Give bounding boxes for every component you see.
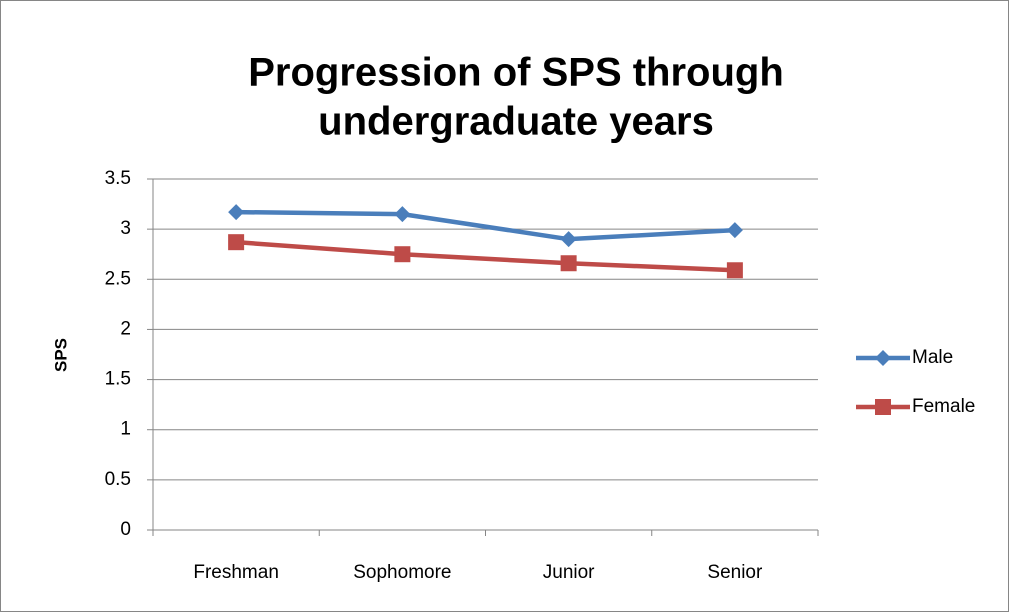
y-tick-label: 1 <box>120 419 131 440</box>
chart-title: Progression of SPS through <box>248 51 784 95</box>
x-tick-label: Junior <box>543 562 595 583</box>
data-point <box>560 255 577 272</box>
y-tick-label: 2.5 <box>105 268 131 289</box>
data-point <box>228 234 245 251</box>
x-tick-label: Freshman <box>193 562 279 583</box>
legend-label: Female <box>912 396 975 417</box>
data-point <box>726 222 743 239</box>
y-tick-label: 0 <box>120 519 131 540</box>
data-point <box>726 262 743 279</box>
y-tick-label: 0.5 <box>105 469 131 490</box>
legend-label: Male <box>912 347 953 368</box>
y-tick-label: 1.5 <box>105 369 131 390</box>
data-point <box>228 204 245 221</box>
chart-title: undergraduate years <box>318 100 714 144</box>
series-line <box>236 209 735 242</box>
data-point <box>394 246 411 263</box>
y-tick-label: 2 <box>120 318 131 339</box>
data-point <box>560 231 577 248</box>
legend-marker <box>875 399 891 415</box>
series-line <box>235 239 735 273</box>
data-point <box>394 206 411 223</box>
legend-marker <box>875 350 891 366</box>
x-tick-label: Sophomore <box>353 562 451 583</box>
y-tick-label: 3.5 <box>105 168 131 189</box>
y-axis-label: SPS <box>51 338 70 372</box>
x-tick-label: Senior <box>707 562 763 583</box>
y-tick-label: 3 <box>120 218 131 239</box>
